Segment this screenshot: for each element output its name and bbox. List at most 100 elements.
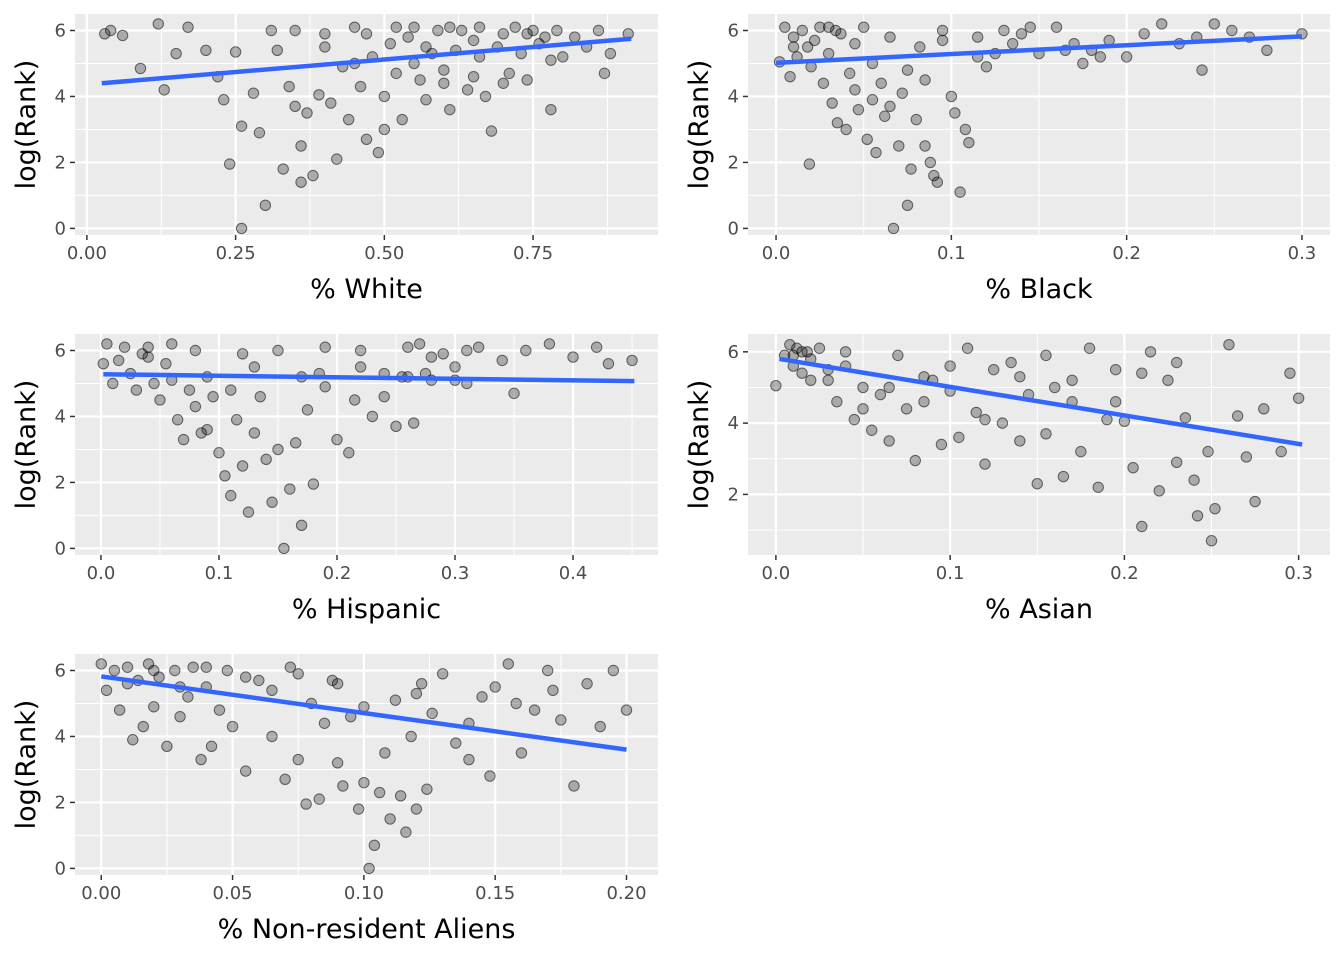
data-point: [284, 483, 296, 495]
data-point: [266, 730, 278, 743]
data-point: [402, 341, 414, 353]
x-tick-label: 0.1: [936, 563, 965, 584]
data-point: [1120, 51, 1133, 63]
y-axis-title: log(Rank): [684, 380, 715, 510]
data-point: [182, 21, 194, 33]
data-point: [1066, 374, 1078, 387]
data-point: [402, 31, 414, 43]
data-point: [438, 77, 450, 89]
chart-panel-5: 0.00 0.05 0.10 0.15 0.20 0 2 4 6 % Non-resident A…: [11, 654, 658, 945]
data-point: [1083, 342, 1096, 354]
data-point: [319, 381, 331, 393]
data-point: [607, 664, 620, 677]
plot-background: [75, 14, 658, 235]
data-point: [1109, 396, 1122, 408]
data-point: [158, 84, 170, 96]
data-point: [413, 338, 426, 350]
data-point: [874, 388, 887, 401]
data-point: [814, 21, 826, 33]
data-point: [1261, 44, 1273, 56]
data-point: [253, 127, 266, 139]
data-point: [121, 661, 134, 673]
data-point: [450, 737, 462, 749]
data-point: [372, 146, 385, 159]
data-point: [467, 34, 480, 47]
data-point: [104, 24, 117, 37]
data-point: [875, 77, 887, 89]
data-point: [987, 363, 1000, 376]
data-point: [444, 103, 456, 116]
data-point: [979, 413, 991, 426]
data-point: [1170, 356, 1183, 369]
data-point: [1208, 18, 1221, 30]
data-point: [1258, 403, 1270, 415]
data-point: [476, 691, 488, 703]
data-point: [924, 156, 937, 169]
data-point: [1231, 410, 1244, 422]
data-point: [496, 354, 508, 367]
data-point: [1005, 356, 1017, 369]
data-point: [545, 54, 557, 66]
data-point: [170, 47, 182, 60]
y-tick-label: 2: [55, 472, 66, 493]
data-point: [390, 21, 402, 33]
data-point: [953, 431, 965, 444]
data-point: [944, 360, 956, 372]
data-point: [226, 720, 239, 733]
trend-line: [100, 674, 627, 752]
data-point: [928, 169, 940, 182]
x-tick-label: 0.05: [213, 883, 253, 904]
x-tick-label: 0.3: [1288, 243, 1317, 264]
data-point: [373, 786, 386, 799]
x-tick-label: 0.25: [216, 243, 256, 264]
x-tick-label: 0.0: [87, 563, 116, 584]
data-point: [200, 44, 212, 56]
data-point: [463, 753, 475, 766]
data-point: [272, 443, 284, 456]
data-point: [295, 140, 307, 152]
data-point: [919, 74, 931, 86]
data-point: [396, 113, 408, 126]
data-point: [826, 97, 838, 109]
data-point: [343, 447, 355, 459]
data-point: [337, 780, 349, 792]
y-tick-label: 6: [55, 20, 66, 41]
data-point: [271, 44, 283, 56]
x-tick-label: 0.3: [441, 563, 470, 584]
data-point: [99, 28, 111, 40]
data-point: [852, 103, 865, 116]
y-tick-label: 6: [55, 340, 66, 361]
data-point: [384, 37, 396, 50]
data-point: [248, 427, 261, 439]
data-point: [484, 770, 496, 782]
data-point: [779, 21, 791, 33]
data-point: [225, 384, 237, 396]
data-point: [808, 34, 821, 47]
data-point: [843, 67, 856, 80]
data-point: [1162, 374, 1174, 387]
data-point: [954, 186, 966, 198]
data-point: [342, 113, 355, 126]
data-point: [796, 24, 809, 37]
data-point: [301, 107, 313, 119]
data-point: [266, 684, 278, 696]
trend-line: [775, 34, 1303, 66]
data-point: [239, 671, 252, 683]
data-point: [489, 681, 501, 693]
data-point: [857, 381, 869, 394]
x-axis-title: % Hispanic: [292, 594, 441, 625]
data-point: [319, 341, 331, 353]
data-point: [884, 31, 896, 43]
data-point: [331, 433, 343, 446]
data-point: [360, 133, 373, 146]
data-point: [919, 140, 931, 152]
x-tick-label: 0.1: [937, 243, 966, 264]
data-point: [300, 798, 312, 810]
data-point: [893, 140, 905, 152]
data-point: [425, 351, 438, 363]
data-point: [295, 519, 308, 532]
data-point: [508, 387, 520, 400]
data-point: [307, 169, 319, 182]
data-point: [213, 447, 225, 459]
data-point: [189, 400, 202, 413]
